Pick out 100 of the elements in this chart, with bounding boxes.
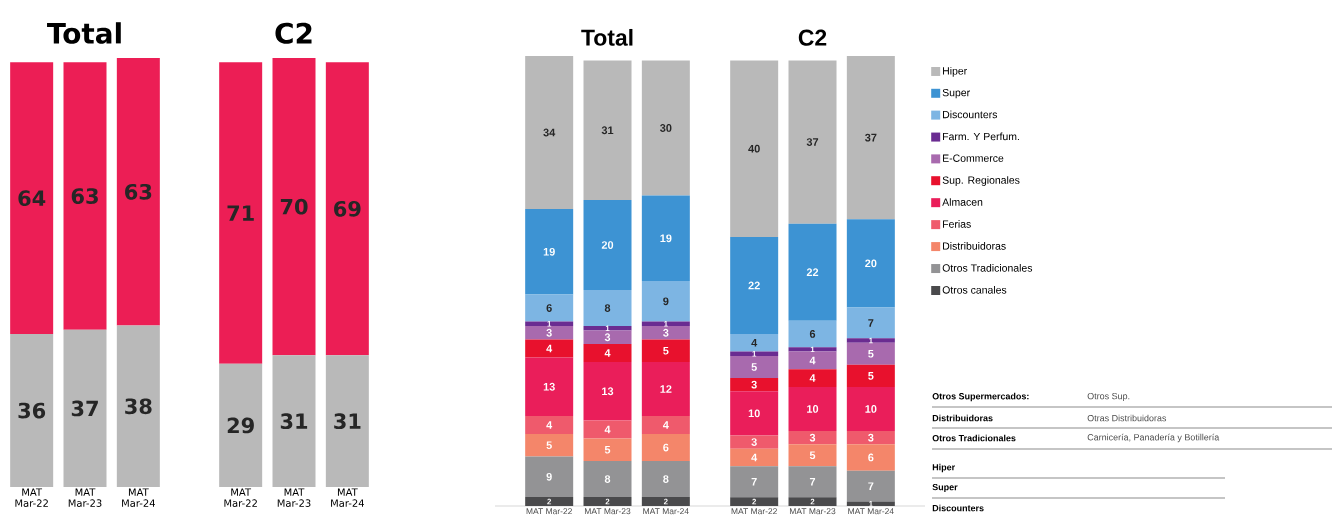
bar (846, 386, 895, 431)
data-label: 3 (604, 333, 611, 342)
legend-label: Farm. Y Perfum. (943, 132, 1019, 141)
data-label: 8 (663, 475, 669, 483)
legend-label: Hiper (943, 66, 968, 77)
bar (846, 55, 895, 220)
x-tick-label: MAT Mar-22 (731, 508, 777, 515)
bar (525, 497, 574, 506)
data-label: 40 (748, 144, 760, 153)
bar (63, 62, 107, 330)
bar (525, 209, 574, 295)
bar (788, 320, 837, 348)
data-label: 13 (602, 387, 614, 396)
data-label: 10 (748, 409, 760, 418)
bar (641, 326, 690, 340)
bar (583, 420, 632, 439)
bar (846, 307, 895, 339)
data-label: 12 (660, 385, 672, 393)
legend-label: Otros Tradicionales (942, 264, 1033, 272)
legend-label: Distribuidoras (943, 242, 1006, 250)
text: Carnicería, Panadería y Botillería (1087, 433, 1220, 443)
data-label: 4 (604, 425, 611, 434)
data-label: 5 (546, 441, 552, 450)
data-label: 63 (125, 183, 152, 200)
data-label: 4 (809, 374, 816, 382)
data-label: 6 (868, 453, 874, 462)
x-tick-label: MAT Mar-23 (277, 488, 311, 507)
legend-label: Ferias (943, 220, 971, 228)
x-tick-label: MAT Mar-22 (526, 508, 572, 515)
data-label: 7 (751, 477, 757, 486)
x-tick-label: MAT Mar-23 (68, 488, 102, 507)
bar (641, 60, 690, 196)
x-tick-label: MAT Mar-23 (789, 508, 836, 515)
bar (10, 334, 54, 487)
bar (788, 351, 837, 370)
data-label: 6 (546, 304, 552, 312)
bar (788, 497, 837, 506)
legend-label: Otros canales (942, 285, 1007, 294)
bar (641, 497, 690, 506)
text: Super (932, 483, 958, 493)
data-label: 5 (751, 363, 757, 371)
data-label: 31 (601, 126, 614, 135)
chart-title: C2 (275, 22, 312, 44)
bar (788, 431, 837, 445)
x-tick-label: MAT Mar-22 (15, 488, 48, 507)
bar (641, 416, 690, 434)
data-label: 9 (663, 297, 669, 306)
x-tick-label: MAT Mar-24 (848, 508, 894, 515)
bar (846, 219, 895, 308)
text: Otros Tradicionales (932, 434, 1016, 442)
data-label: 6 (663, 443, 669, 452)
text: Distribuidoras (932, 414, 993, 422)
data-label: 9 (546, 472, 552, 481)
bar (583, 200, 632, 290)
data-label: 71 (227, 205, 254, 221)
bar (525, 294, 574, 322)
data-label: 20 (601, 241, 614, 249)
chart-title: Total (581, 28, 633, 46)
bar (788, 466, 837, 498)
data-label: 4 (662, 421, 669, 429)
data-label: 4 (809, 356, 816, 365)
bar (10, 62, 54, 335)
x-tick-label: MAT Mar-24 (331, 488, 364, 507)
data-label: 4 (546, 421, 553, 429)
bar (730, 448, 779, 467)
data-label: 22 (748, 281, 760, 290)
text: Hiper (932, 463, 955, 473)
bar (730, 497, 779, 506)
data-label: 13 (543, 382, 555, 391)
bar (525, 456, 574, 497)
bar (641, 339, 690, 362)
legend-label: Super (942, 88, 970, 99)
bar (525, 434, 574, 457)
bar (583, 362, 632, 421)
bar (325, 62, 369, 356)
legend-label: Almacen (942, 198, 983, 206)
bar (525, 326, 574, 340)
bar (788, 444, 837, 467)
x-tick-label: MAT Mar-24 (122, 488, 155, 507)
chart-title: Total (47, 22, 121, 44)
bar (730, 391, 779, 436)
legend-label: E-Commerce (943, 154, 1004, 162)
data-label: 8 (604, 304, 611, 312)
text: Discounters (932, 504, 984, 512)
bar (730, 356, 779, 379)
bar (583, 290, 632, 326)
bar (788, 347, 837, 352)
bar (272, 355, 316, 487)
data-label: 34 (543, 128, 556, 137)
data-label: 70 (280, 198, 308, 215)
data-label: 3 (663, 328, 669, 337)
bar (272, 58, 316, 356)
data-label: 8 (604, 475, 611, 483)
data-label: 5 (663, 346, 669, 355)
x-tick-label: MAT Mar-22 (224, 488, 257, 507)
data-label: 5 (868, 372, 874, 380)
bar (325, 355, 369, 487)
bar (730, 236, 779, 334)
data-label: 69 (334, 200, 361, 217)
data-label: 3 (809, 433, 816, 442)
